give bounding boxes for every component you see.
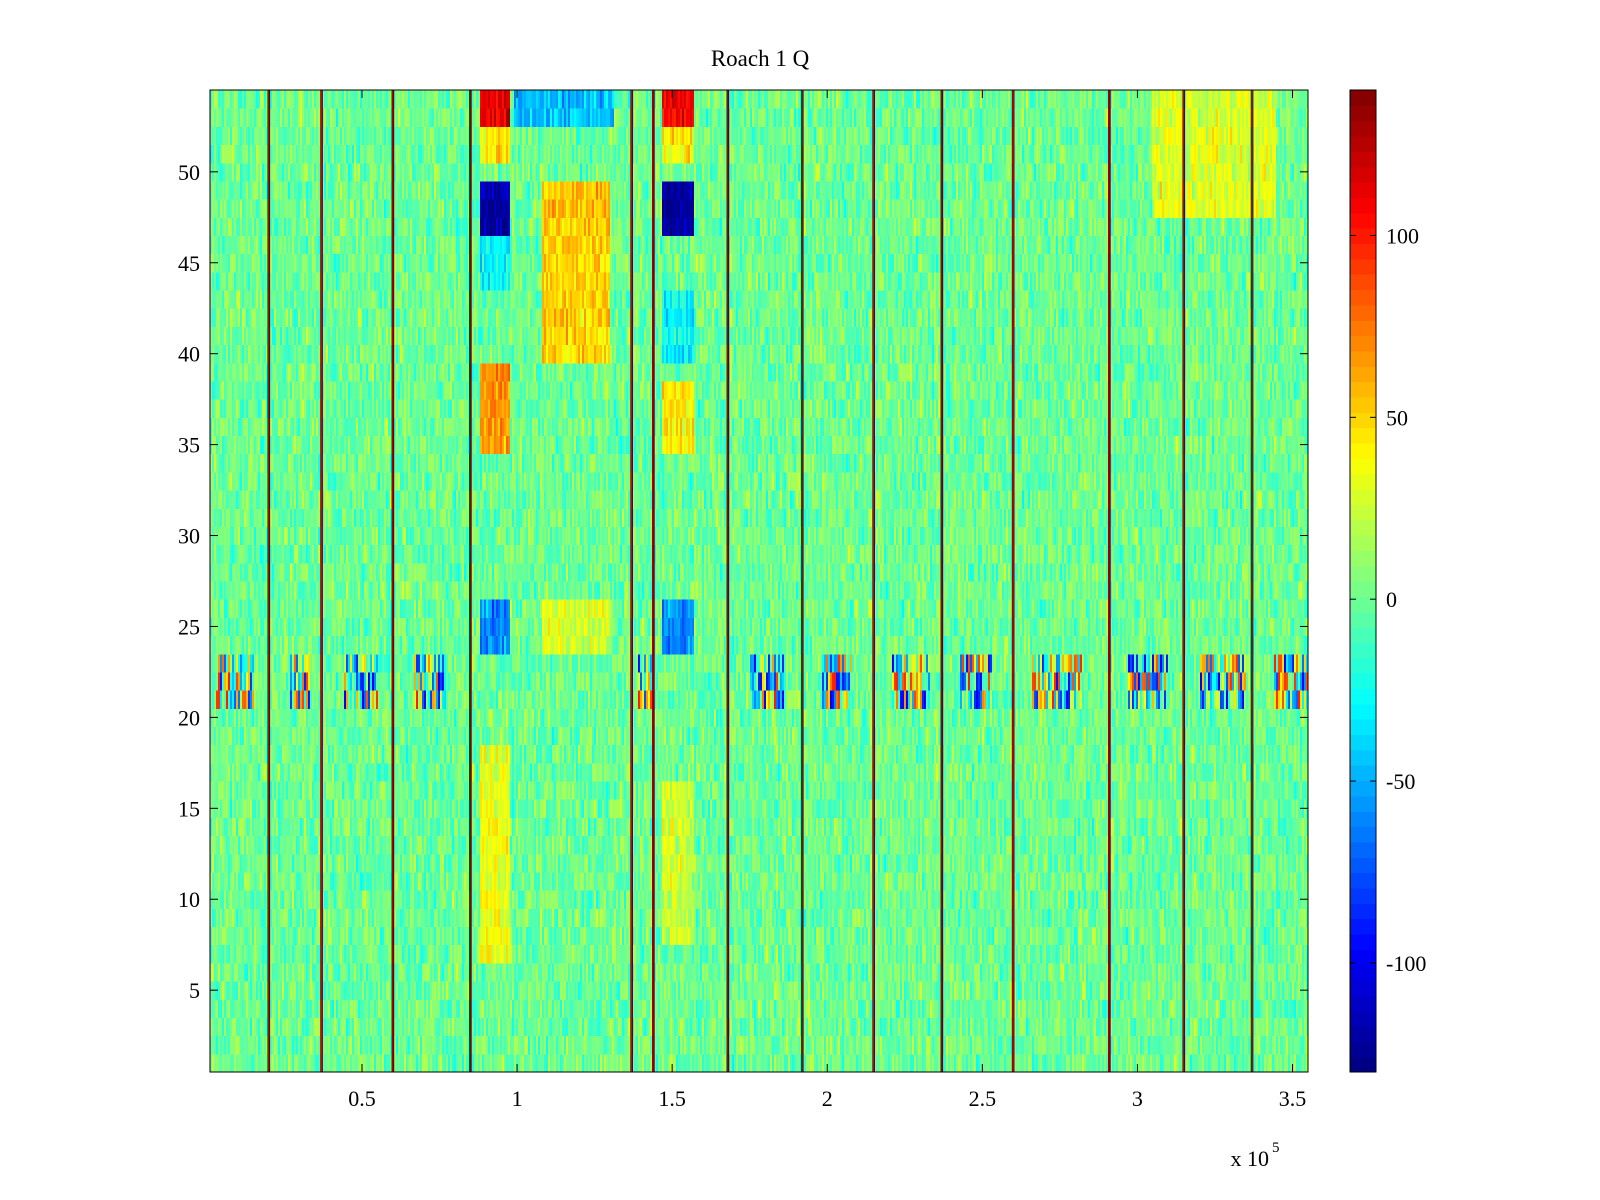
chart-title: Roach 1 Q: [711, 46, 810, 71]
heatmap-plot-area: [210, 90, 1309, 1073]
